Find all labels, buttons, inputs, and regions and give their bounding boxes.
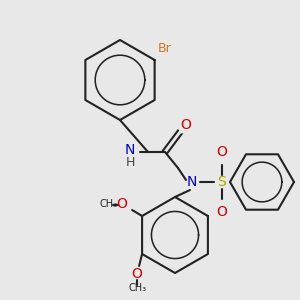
Text: O: O: [181, 118, 191, 132]
Text: O: O: [217, 145, 227, 159]
Text: CH₃: CH₃: [128, 283, 146, 293]
Text: N: N: [125, 143, 135, 157]
Text: H: H: [125, 155, 135, 169]
Text: O: O: [117, 197, 128, 211]
Text: O: O: [217, 205, 227, 219]
Text: N: N: [187, 175, 197, 189]
Text: CH₃: CH₃: [99, 199, 117, 209]
Text: Br: Br: [158, 42, 171, 55]
Text: O: O: [132, 267, 142, 281]
Text: S: S: [218, 175, 226, 189]
